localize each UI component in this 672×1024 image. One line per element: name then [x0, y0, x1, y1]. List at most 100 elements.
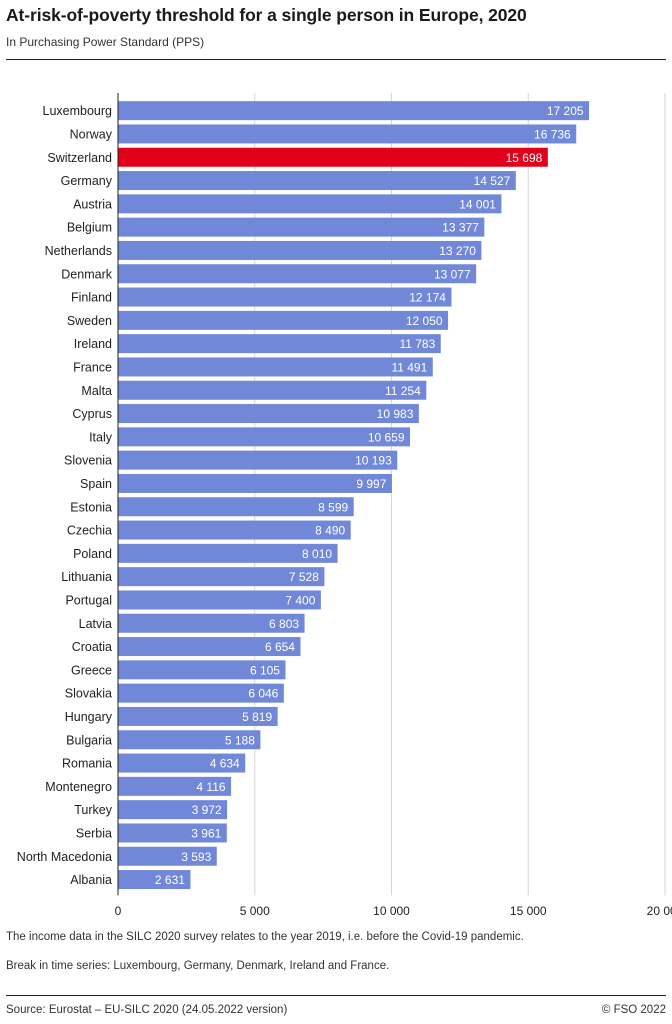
category-label: Lithuania	[61, 570, 112, 584]
bar	[118, 776, 232, 796]
category-label: Romania	[62, 757, 112, 771]
value-label: 15 698	[506, 151, 543, 165]
category-label: Norway	[70, 127, 113, 141]
value-label: 10 193	[355, 454, 392, 468]
value-label: 16 736	[534, 127, 571, 141]
value-label: 10 983	[377, 407, 414, 421]
value-label: 13 077	[434, 267, 471, 281]
category-label: Bulgaria	[66, 733, 112, 747]
bar	[118, 543, 338, 563]
x-tick-label: 5 000	[240, 904, 270, 918]
category-label: Montenegro	[45, 780, 112, 794]
bar	[118, 101, 590, 121]
bar	[118, 473, 392, 493]
category-label: Croatia	[72, 640, 112, 654]
value-label: 17 205	[547, 104, 584, 118]
category-label: Malta	[81, 384, 112, 398]
value-label: 12 174	[409, 291, 446, 305]
bar	[118, 287, 452, 307]
value-label: 11 491	[391, 360, 427, 374]
x-tick-label: 0	[115, 904, 122, 918]
source-text: Source: Eurostat – EU-SILC 2020 (24.05.2…	[6, 1004, 288, 1016]
bar	[118, 823, 227, 843]
category-label: Portugal	[65, 593, 112, 607]
bar	[118, 404, 419, 424]
category-label: Spain	[80, 477, 112, 491]
value-label: 7 400	[285, 593, 315, 607]
bar	[118, 427, 411, 447]
value-label: 14 001	[459, 197, 496, 211]
category-label: Denmark	[61, 267, 112, 281]
bar	[118, 613, 305, 633]
value-label: 12 050	[406, 314, 443, 328]
x-tick-label: 10 000	[373, 904, 410, 918]
bar	[118, 730, 261, 750]
bar	[118, 637, 301, 657]
bar	[118, 264, 477, 284]
value-label: 13 377	[442, 221, 479, 235]
bar	[118, 217, 485, 237]
bar	[118, 870, 191, 890]
value-label: 3 972	[192, 803, 222, 817]
bar	[118, 357, 433, 377]
bar	[118, 450, 398, 470]
value-label: 5 819	[242, 710, 272, 724]
bar	[118, 334, 441, 354]
category-label: Switzerland	[47, 151, 112, 165]
top-divider	[6, 59, 666, 60]
category-label: Serbia	[76, 826, 112, 840]
value-label: 4 116	[196, 780, 225, 794]
category-label: Cyprus	[72, 407, 112, 421]
value-label: 14 527	[474, 174, 511, 188]
bar	[118, 194, 502, 214]
category-label: Sweden	[67, 314, 112, 328]
bar	[118, 240, 482, 260]
value-labels: 17 205 16 736 15 698 14 527 14 001 13 377 13 2…	[155, 104, 584, 887]
category-label: Albania	[70, 873, 112, 887]
bar	[118, 706, 278, 726]
bar	[118, 753, 246, 773]
bottom-divider	[6, 995, 666, 996]
value-label: 2 631	[155, 873, 185, 887]
category-label: Finland	[71, 291, 112, 305]
category-label: Germany	[61, 174, 113, 188]
category-label: Austria	[73, 197, 112, 211]
value-label: 6 654	[265, 640, 295, 654]
value-label: 3 593	[181, 850, 211, 864]
bar	[118, 171, 516, 191]
value-label: 9 997	[356, 477, 386, 491]
x-tick-label: 15 000	[510, 904, 547, 918]
category-label: Poland	[73, 547, 112, 561]
bar	[118, 124, 577, 144]
category-label: Luxembourg	[43, 104, 113, 118]
bar	[118, 683, 284, 703]
value-label: 13 270	[439, 244, 476, 258]
footnote-break-series: Break in time series: Luxembourg, German…	[6, 960, 390, 972]
copyright-text: © FSO 2022	[601, 1004, 666, 1016]
value-label: 8 490	[315, 524, 345, 538]
bar	[118, 520, 351, 540]
value-label: 3 961	[191, 826, 221, 840]
bar	[118, 846, 217, 866]
bar	[118, 147, 548, 167]
category-label: Estonia	[70, 500, 112, 514]
category-label: Latvia	[79, 617, 112, 631]
bar	[118, 590, 321, 610]
bar	[118, 567, 325, 587]
bar	[118, 660, 286, 680]
value-label: 4 634	[210, 757, 240, 771]
value-label: 6 105	[250, 663, 280, 677]
category-labels: Luxembourg Norway Switzerland Germany Austri…	[17, 104, 113, 887]
value-label: 6 803	[269, 617, 299, 631]
category-label: North Macedonia	[17, 850, 112, 864]
x-tick-label: 20 000	[647, 904, 672, 918]
category-label: Hungary	[65, 710, 113, 724]
chart-subtitle: In Purchasing Power Standard (PPS)	[6, 35, 205, 49]
value-label: 8 010	[302, 547, 332, 561]
bar	[118, 310, 449, 330]
bars	[118, 101, 590, 890]
bar-chart: Luxembourg Norway Switzerland Germany Austri…	[17, 93, 672, 918]
value-label: 11 254	[385, 384, 421, 398]
category-label: Greece	[71, 663, 112, 677]
category-label: Italy	[89, 430, 113, 444]
